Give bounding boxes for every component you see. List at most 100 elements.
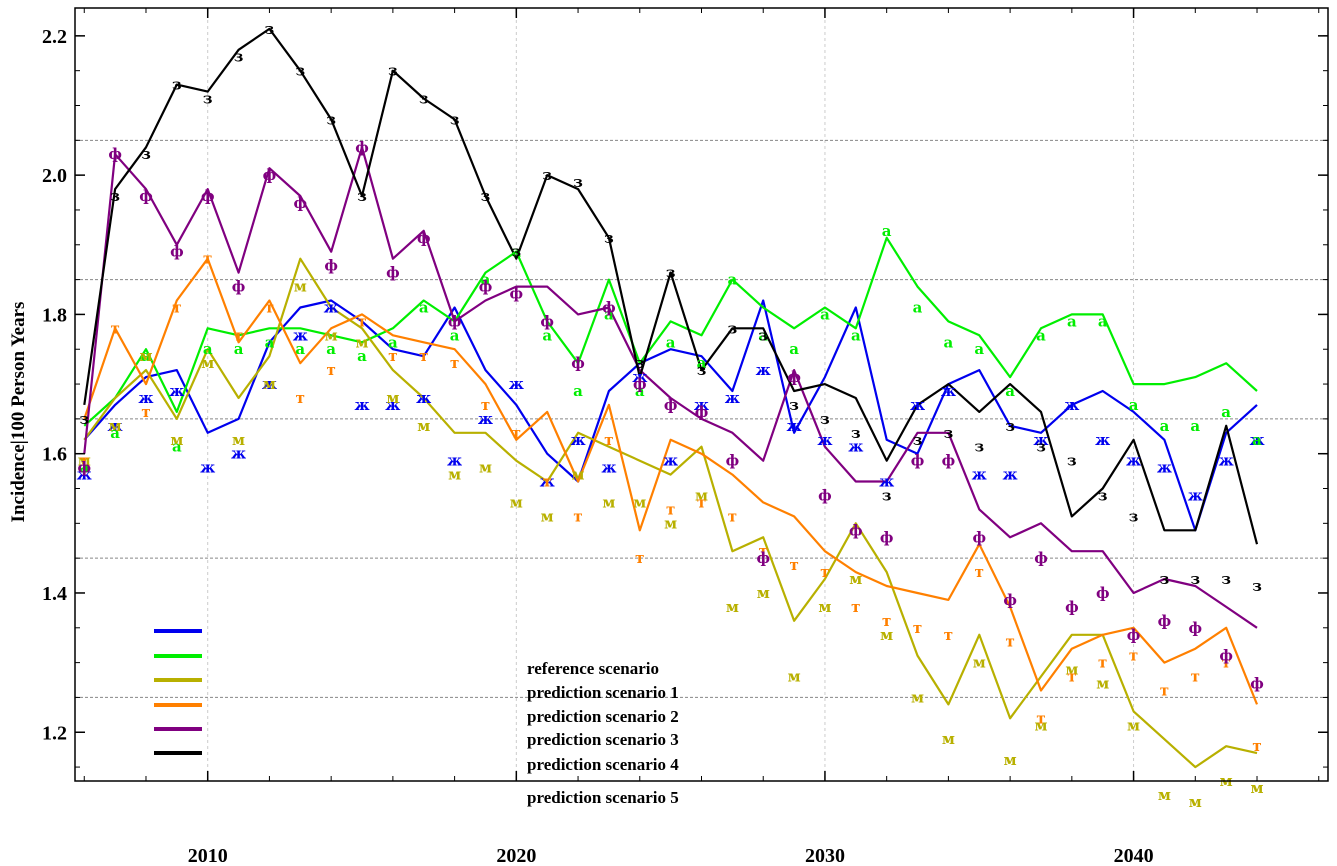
data-point-marker: ф: [911, 452, 925, 470]
data-point-marker: м: [1004, 751, 1017, 769]
data-point-marker: ф: [942, 452, 956, 470]
data-point-marker: ф: [170, 243, 184, 261]
data-point-marker: м: [232, 431, 245, 449]
x-tick-label: 2020: [496, 845, 536, 866]
data-point-marker: т: [820, 563, 829, 581]
data-point-marker: а: [758, 326, 768, 344]
data-point-marker: м: [788, 668, 801, 686]
data-point-marker: ж: [231, 445, 246, 463]
data-point-marker: м: [386, 389, 399, 407]
data-point-marker: з: [234, 48, 244, 66]
series-line-4: [83, 146, 1258, 629]
data-point-marker: ж: [77, 466, 92, 484]
x-tick-label: 2010: [188, 845, 228, 866]
data-point-marker: ж: [663, 452, 678, 470]
data-point-marker: ж: [169, 382, 184, 400]
data-point-marker: ж: [725, 389, 740, 407]
data-point-marker: з: [481, 187, 491, 205]
data-point-marker: т: [759, 542, 768, 560]
data-point-marker: ж: [1033, 431, 1048, 449]
data-point-marker: а: [635, 382, 645, 400]
data-point-marker: ф: [1127, 626, 1141, 644]
data-point-marker: а: [1067, 312, 1077, 330]
data-point-marker: м: [510, 493, 523, 511]
data-point-marker: а: [110, 424, 120, 442]
data-point-marker: ж: [1095, 431, 1110, 449]
legend-label-4: prediction scenario 4: [527, 755, 679, 774]
data-point-marker: м: [78, 452, 91, 470]
data-point-marker: т: [1129, 647, 1138, 665]
data-point-marker: з: [1067, 452, 1077, 470]
data-point-marker: м: [572, 466, 585, 484]
data-point-marker: а: [326, 340, 336, 358]
data-point-marker: ж: [509, 375, 524, 393]
data-point-marker: ф: [571, 354, 585, 372]
x-tick-label: 2030: [805, 845, 845, 866]
data-point-marker: а: [1129, 396, 1139, 414]
data-point-marker: т: [975, 563, 984, 581]
data-point-marker: з: [203, 90, 213, 108]
data-point-marker: ж: [941, 382, 956, 400]
data-point-marker: ж: [756, 361, 771, 379]
data-point-marker: м: [109, 417, 122, 435]
data-point-marker: ж: [447, 452, 462, 470]
data-point-marker: т: [1098, 654, 1107, 672]
series-line-1: [83, 236, 1258, 427]
data-point-marker: з: [110, 187, 120, 205]
data-point-marker: з: [820, 410, 830, 428]
data-point-marker: ф: [448, 312, 462, 330]
data-point-marker: т: [697, 493, 706, 511]
data-point-marker: з: [666, 264, 676, 282]
data-point-marker: ф: [479, 278, 493, 296]
data-point-marker: м: [448, 466, 461, 484]
data-point-marker: а: [141, 347, 151, 365]
data-point-marker: ф: [108, 145, 122, 163]
data-point-marker: з: [265, 20, 275, 38]
data-point-marker: з: [419, 90, 429, 108]
data-point-marker: м: [356, 333, 369, 351]
data-point-marker: ж: [1219, 452, 1234, 470]
data-point-marker: а: [79, 459, 89, 477]
data-point-marker: т: [851, 598, 860, 616]
data-point-marker: т: [203, 250, 212, 268]
data-point-marker: з: [1221, 570, 1231, 588]
legend-label-2: prediction scenario 2: [527, 707, 679, 726]
data-point-marker: ж: [354, 396, 369, 414]
data-point-marker: т: [913, 619, 922, 637]
legend-label-3: prediction scenario 3: [527, 730, 679, 749]
data-point-marker: з: [635, 354, 645, 372]
data-point-marker: т: [635, 549, 644, 567]
y-tick-label: 1.4: [42, 583, 67, 605]
data-point-marker: а: [357, 347, 367, 365]
data-point-marker: м: [942, 730, 955, 748]
data-point-marker: ж: [879, 473, 894, 491]
data-point-marker: а: [1252, 431, 1262, 449]
data-point-marker: т: [1005, 633, 1014, 651]
data-point-marker: т: [1036, 709, 1045, 727]
data-point-marker: м: [263, 375, 276, 393]
data-point-marker: ф: [972, 528, 986, 546]
x-tick-label: 2040: [1114, 845, 1154, 866]
data-point-marker: ф: [1219, 647, 1233, 665]
data-point-marker: ж: [138, 389, 153, 407]
data-point-marker: м: [818, 598, 831, 616]
data-point-marker: з: [1160, 570, 1170, 588]
data-point-marker: ф: [417, 229, 431, 247]
data-point-marker: з: [450, 110, 460, 128]
data-point-marker: м: [849, 570, 862, 588]
data-point-marker: т: [944, 626, 953, 644]
data-point-marker: м: [139, 347, 152, 365]
data-point-marker: т: [234, 326, 243, 344]
data-point-marker: т: [573, 507, 582, 525]
data-point-marker: т: [882, 612, 891, 630]
data-point-marker: ж: [972, 466, 987, 484]
data-point-marker: м: [911, 688, 924, 706]
data-point-marker: з: [512, 243, 522, 261]
data-point-marker: т: [1160, 681, 1169, 699]
y-tick-label: 1.6: [42, 444, 67, 466]
data-point-marker: м: [1158, 786, 1171, 804]
data-point-marker: т: [1191, 668, 1200, 686]
data-point-marker: м: [1251, 779, 1264, 797]
data-point-marker: ф: [818, 486, 832, 504]
